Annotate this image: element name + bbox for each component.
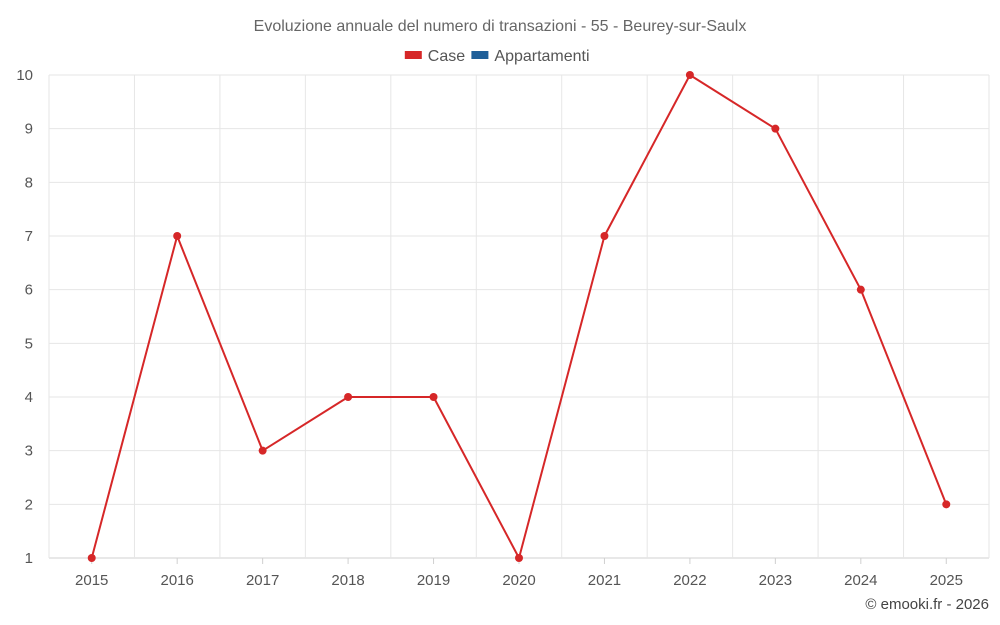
x-tick-label: 2016 xyxy=(160,572,193,589)
axes: 1 2 3 4 5 6 7 8 9 10 2015 2016 2017 2018 2019 2020 2021 2… xyxy=(16,67,963,589)
x-tick-label: 2018 xyxy=(331,572,364,589)
grid xyxy=(48,74,990,559)
data-point[interactable] xyxy=(600,232,609,240)
legend-label: Case xyxy=(428,48,465,65)
data-point[interactable] xyxy=(942,500,951,509)
data-point[interactable] xyxy=(173,232,182,240)
data-point[interactable] xyxy=(856,285,865,294)
y-tick-label: 8 xyxy=(25,174,33,191)
x-tick-label: 2019 xyxy=(417,572,450,589)
x-tick-label: 2023 xyxy=(759,572,792,589)
legend-swatch xyxy=(404,51,422,59)
x-tick-label: 2021 xyxy=(588,572,621,589)
copyright-text: © emooki.fr - 2026 xyxy=(865,596,989,613)
y-tick-label: 5 xyxy=(25,335,33,352)
series-layer xyxy=(87,71,951,562)
legend: Case Appartamenti xyxy=(404,48,590,65)
y-tick-label: 1 xyxy=(25,550,33,567)
x-tick-label: 2024 xyxy=(844,572,877,589)
y-tick-label: 4 xyxy=(25,389,33,406)
legend-label: Appartamenti xyxy=(494,48,589,65)
data-point[interactable] xyxy=(87,554,96,562)
data-point[interactable] xyxy=(429,393,438,401)
y-tick-label: 2 xyxy=(25,496,33,513)
data-point[interactable] xyxy=(344,393,353,401)
x-tick-label: 2017 xyxy=(246,572,279,589)
data-point[interactable] xyxy=(771,124,780,133)
legend-swatch xyxy=(471,51,489,59)
data-point[interactable] xyxy=(685,71,694,79)
x-tick-label: 2022 xyxy=(673,572,706,589)
y-tick-label: 9 xyxy=(25,121,33,138)
legend-item[interactable]: Appartamenti xyxy=(471,48,590,65)
y-tick-label: 7 xyxy=(25,228,33,245)
legend-item[interactable]: Case xyxy=(404,48,465,65)
y-tick-label: 3 xyxy=(25,443,33,460)
y-tick-label: 10 xyxy=(16,67,33,84)
data-point[interactable] xyxy=(515,554,523,562)
chart-title: Evoluzione annuale del numero di transaz… xyxy=(254,18,747,35)
x-tick-label: 2015 xyxy=(75,572,108,589)
data-point[interactable] xyxy=(258,446,267,455)
y-tick-label: 6 xyxy=(25,282,33,299)
x-tick-label: 2025 xyxy=(930,572,963,589)
x-tick-label: 2020 xyxy=(502,572,535,589)
